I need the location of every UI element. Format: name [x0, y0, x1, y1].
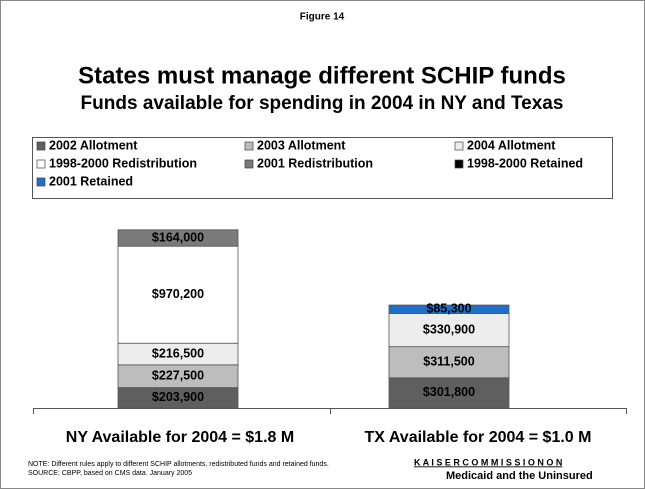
- legend-label: 2004 Allotment: [467, 138, 556, 152]
- bar-segment: [388, 377, 510, 409]
- value-label: $164,000: [152, 230, 204, 244]
- legend-label: 1998-2000 Redistribution: [49, 156, 197, 170]
- bar-segment: [388, 346, 510, 379]
- bar-segment: [117, 245, 239, 344]
- legend-label: 2002 Allotment: [49, 138, 138, 152]
- logo-line: K A I S E R C O M M I S S I O N O N: [414, 457, 562, 467]
- legend-swatch: [454, 159, 464, 169]
- chart-subtitle: Funds available for spending in 2004 in …: [81, 93, 564, 114]
- value-label: $216,500: [152, 346, 204, 360]
- value-label: $311,500: [423, 355, 474, 369]
- bar-segment: [117, 229, 239, 247]
- value-label: $301,800: [423, 385, 475, 399]
- value-label: $85,300: [426, 302, 471, 316]
- figure-label: Figure 14: [300, 12, 345, 23]
- legend-swatch: [36, 177, 46, 187]
- legend-label: 2001 Redistribution: [257, 156, 373, 170]
- x-tick-label: NY Available for 2004 = $1.8 M: [66, 429, 294, 446]
- x-tick-label: TX Available for 2004 = $1.0 M: [365, 429, 592, 446]
- legend-swatch: [36, 141, 46, 151]
- bar-segment: [388, 304, 510, 314]
- bar-segment: [388, 313, 510, 348]
- legend-swatch: [454, 141, 464, 151]
- legend-swatch: [36, 159, 46, 169]
- value-label: $203,900: [152, 390, 204, 404]
- legend-label: 2003 Allotment: [257, 138, 346, 152]
- legend-label: 1998-2000 Retained: [467, 156, 583, 170]
- legend-swatch: [244, 159, 254, 169]
- value-label: $330,900: [423, 322, 475, 336]
- logo-name: Medicaid and the Uninsured: [446, 470, 593, 482]
- value-label: $227,500: [152, 369, 204, 383]
- chart-title: States must manage different SCHIP funds: [78, 62, 566, 89]
- source: SOURCE: CBPP, based on CMS data. January…: [28, 470, 192, 477]
- note: NOTE: Different rules apply to different…: [28, 461, 329, 468]
- value-label: $970,200: [152, 287, 204, 301]
- legend-swatch: [244, 141, 254, 151]
- legend-box: [32, 137, 613, 199]
- legend-label: 2001 Retained: [49, 174, 133, 188]
